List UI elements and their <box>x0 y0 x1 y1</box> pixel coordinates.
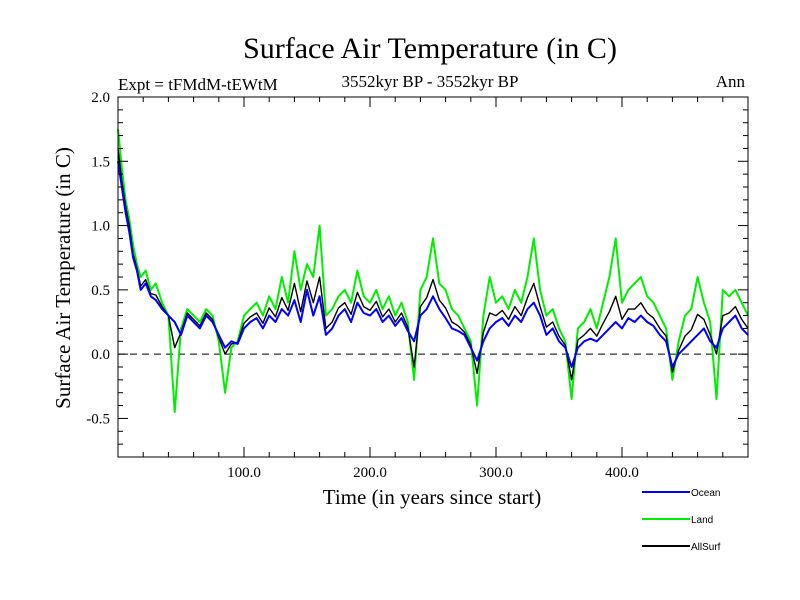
legend: Ocean Land AllSurf <box>642 488 721 553</box>
season-label: Ann <box>716 72 746 91</box>
y-tick-label: -0.5 <box>86 411 110 427</box>
series-line-land <box>117 129 749 413</box>
y-tick-label: 0.0 <box>91 347 110 363</box>
x-tick-label: 300.0 <box>479 465 513 481</box>
legend-label-allsurf: AllSurf <box>691 542 721 553</box>
y-tick-label: 1.5 <box>91 154 110 170</box>
legend-label-ocean: Ocean <box>691 488 720 499</box>
x-tick-label: 200.0 <box>353 465 387 481</box>
y-tick-label: 0.5 <box>91 283 110 299</box>
series-line-ocean <box>117 161 749 368</box>
y-tick-label: 2.0 <box>91 90 110 106</box>
legend-label-land: Land <box>691 515 713 526</box>
period-label: 3552kyr BP - 3552kyr BP <box>342 72 519 91</box>
y-tick-label: 1.0 <box>91 219 110 235</box>
plot-area: 100.0 200.0 300.0 400.0 -0.5 0.0 0.5 1.0 1.5 2.0 <box>86 90 749 481</box>
plot-frame <box>117 96 749 458</box>
y-axis-label: Surface Air Temperature (in C) <box>51 147 75 409</box>
x-tick-label: 400.0 <box>605 465 639 481</box>
series-line-allsurf <box>117 148 749 381</box>
chart-title: Surface Air Temperature (in C) <box>243 32 617 65</box>
x-tick-label: 100.0 <box>227 465 261 481</box>
x-axis-label: Time (in years since start) <box>323 485 542 509</box>
experiment-label: Expt = tFMdM-tEWtM <box>118 75 278 94</box>
